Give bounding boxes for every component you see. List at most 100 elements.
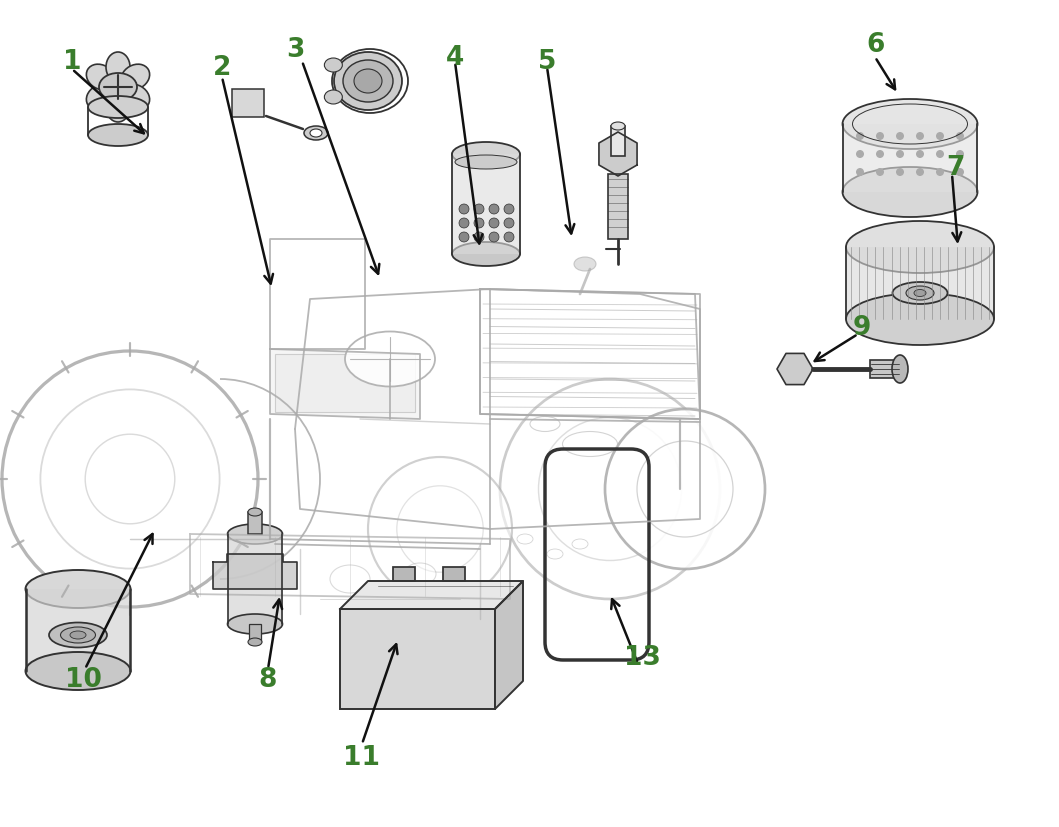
Text: 13: 13 — [624, 644, 661, 670]
Ellipse shape — [25, 571, 130, 609]
Ellipse shape — [538, 418, 682, 561]
Bar — [843, 125, 979, 193]
Ellipse shape — [85, 435, 175, 524]
Ellipse shape — [846, 222, 994, 274]
Polygon shape — [270, 350, 420, 419]
Circle shape — [856, 151, 864, 159]
Bar — [870, 361, 900, 379]
Circle shape — [916, 169, 925, 177]
Circle shape — [489, 205, 499, 215]
Circle shape — [936, 169, 944, 177]
Circle shape — [459, 232, 469, 242]
Circle shape — [936, 151, 944, 159]
Polygon shape — [213, 554, 297, 590]
Ellipse shape — [548, 549, 563, 559]
Circle shape — [504, 205, 514, 215]
Bar — [452, 155, 520, 255]
Circle shape — [936, 133, 944, 141]
Circle shape — [489, 232, 499, 242]
Text: 9: 9 — [852, 314, 872, 341]
Bar — [340, 609, 495, 709]
Circle shape — [489, 218, 499, 229]
Ellipse shape — [843, 168, 977, 218]
Ellipse shape — [40, 390, 219, 569]
Ellipse shape — [310, 130, 322, 138]
Ellipse shape — [562, 432, 617, 457]
Ellipse shape — [500, 380, 720, 600]
Bar — [232, 90, 264, 118]
Circle shape — [956, 151, 964, 159]
Circle shape — [896, 169, 904, 177]
Polygon shape — [495, 581, 523, 709]
Ellipse shape — [452, 143, 520, 167]
Ellipse shape — [843, 100, 977, 150]
Circle shape — [474, 205, 484, 215]
Polygon shape — [599, 133, 638, 177]
Ellipse shape — [455, 155, 517, 170]
Ellipse shape — [638, 442, 733, 538]
Ellipse shape — [106, 53, 130, 83]
Circle shape — [956, 133, 964, 141]
Circle shape — [896, 151, 904, 159]
Text: 6: 6 — [867, 32, 885, 58]
Ellipse shape — [846, 294, 994, 346]
Circle shape — [474, 232, 484, 242]
Ellipse shape — [367, 457, 511, 601]
Ellipse shape — [574, 258, 596, 272]
Circle shape — [856, 169, 864, 177]
Bar — [249, 624, 261, 643]
Ellipse shape — [334, 53, 402, 111]
Ellipse shape — [893, 283, 948, 304]
Bar — [393, 567, 415, 581]
Ellipse shape — [25, 653, 130, 691]
Ellipse shape — [228, 524, 283, 544]
Text: 1: 1 — [62, 49, 82, 75]
Bar — [846, 248, 994, 319]
Ellipse shape — [248, 509, 262, 516]
Ellipse shape — [530, 417, 560, 432]
Bar — [611, 127, 625, 157]
Ellipse shape — [121, 85, 149, 111]
Circle shape — [956, 169, 964, 177]
Ellipse shape — [121, 65, 149, 91]
Ellipse shape — [907, 287, 934, 301]
Ellipse shape — [88, 97, 148, 119]
Text: 4: 4 — [446, 45, 464, 71]
Ellipse shape — [330, 566, 370, 593]
Ellipse shape — [228, 614, 283, 634]
Text: 2: 2 — [213, 55, 231, 81]
Ellipse shape — [324, 59, 342, 73]
Ellipse shape — [70, 631, 86, 639]
Circle shape — [916, 133, 925, 141]
Polygon shape — [777, 354, 813, 385]
Circle shape — [856, 133, 864, 141]
Ellipse shape — [397, 486, 483, 572]
Text: 5: 5 — [538, 49, 556, 75]
Text: 3: 3 — [286, 37, 304, 63]
Ellipse shape — [354, 70, 382, 94]
Circle shape — [896, 133, 904, 141]
Ellipse shape — [403, 563, 436, 586]
Ellipse shape — [914, 290, 926, 297]
Ellipse shape — [88, 125, 148, 147]
Ellipse shape — [605, 409, 765, 569]
Bar — [248, 513, 262, 534]
Bar — [443, 567, 465, 581]
Circle shape — [504, 218, 514, 229]
Ellipse shape — [106, 93, 130, 123]
Ellipse shape — [49, 623, 107, 648]
Ellipse shape — [304, 127, 328, 141]
Ellipse shape — [2, 351, 258, 607]
Polygon shape — [340, 581, 523, 609]
Ellipse shape — [248, 638, 262, 646]
Bar — [275, 355, 415, 413]
Ellipse shape — [343, 61, 393, 103]
Circle shape — [876, 151, 884, 159]
Text: 8: 8 — [258, 667, 277, 692]
Ellipse shape — [892, 356, 908, 384]
Ellipse shape — [452, 242, 520, 266]
Ellipse shape — [572, 539, 588, 549]
Text: 10: 10 — [65, 667, 102, 692]
Bar — [608, 174, 628, 240]
Circle shape — [459, 218, 469, 229]
